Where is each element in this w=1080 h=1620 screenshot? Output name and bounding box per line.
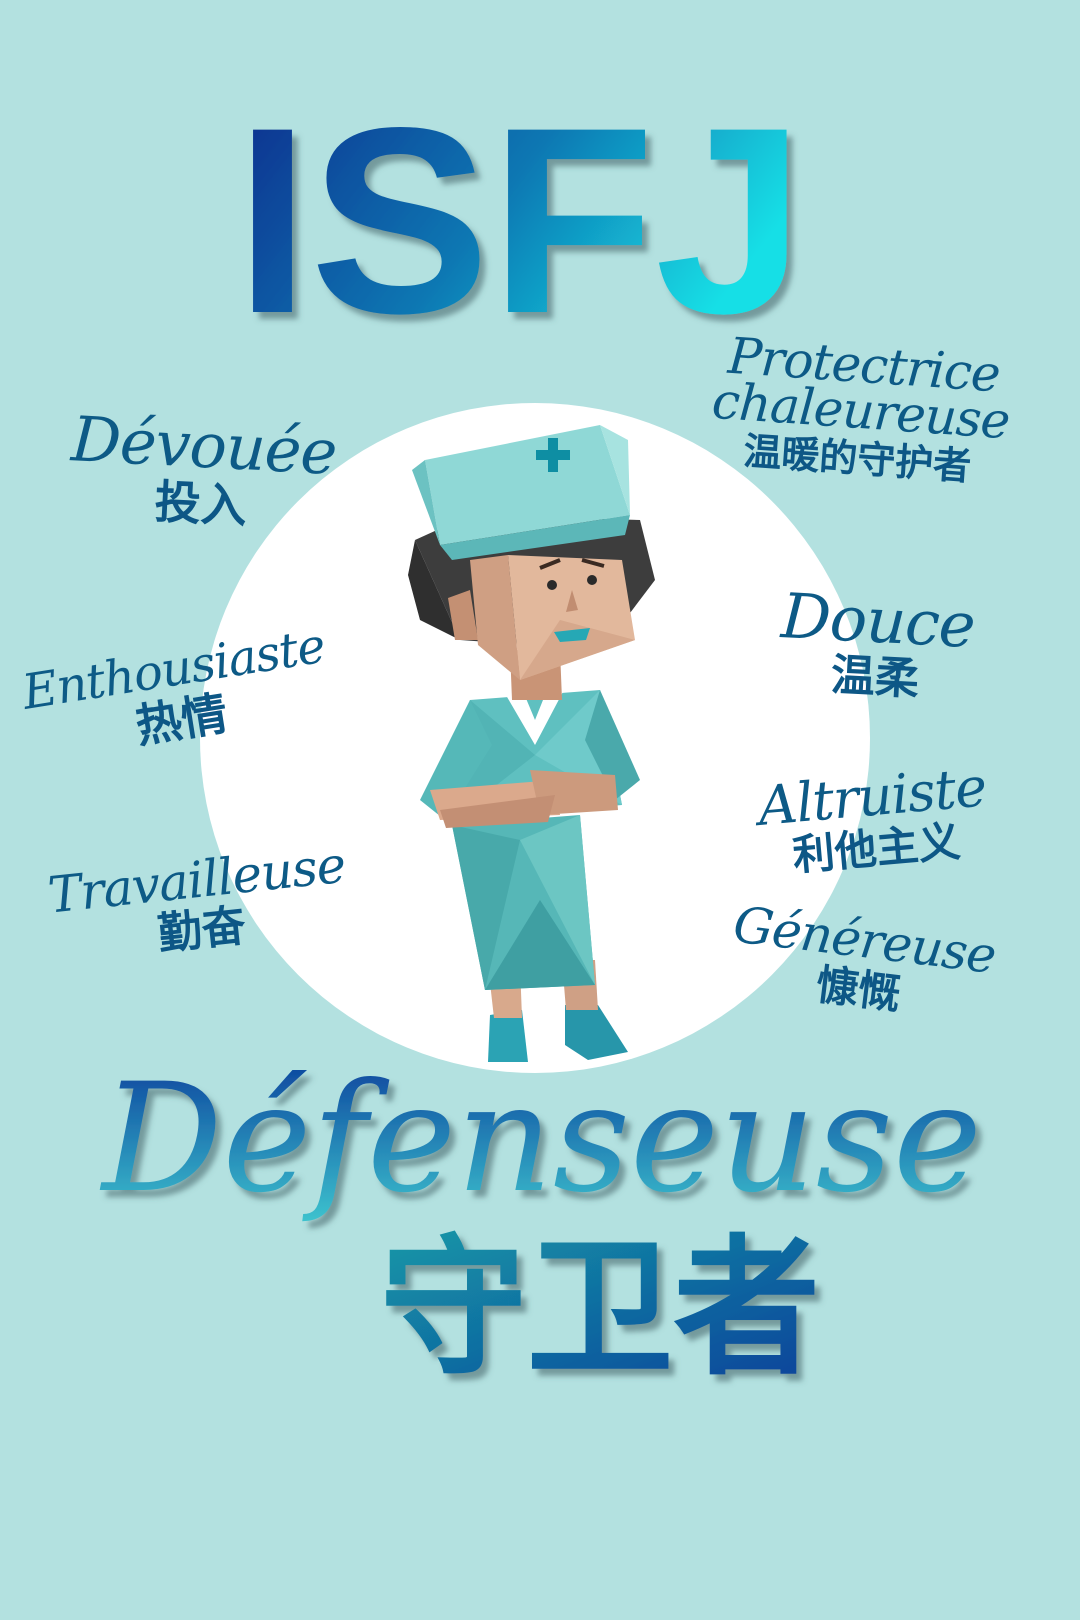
- trait-protectrice: Protectrice chaleureuse 温暖的守护者: [708, 327, 1015, 489]
- trait-douce: Douce 温柔: [777, 579, 977, 705]
- title-isfj: ISFJ: [235, 73, 805, 369]
- trait-devouee-fr: Dévouée: [69, 402, 339, 489]
- subtitle-french: Défenseuse: [99, 1052, 982, 1226]
- subtitle-chinese: 守卫者: [380, 1222, 820, 1396]
- nurse-illustration: [408, 425, 655, 1062]
- medical-cross-icon: [536, 438, 570, 472]
- trait-devouee: Dévouée 投入: [67, 402, 339, 534]
- trait-douce-fr: Douce: [779, 579, 977, 663]
- trait-altruiste: Altruiste 利他主义: [756, 755, 992, 880]
